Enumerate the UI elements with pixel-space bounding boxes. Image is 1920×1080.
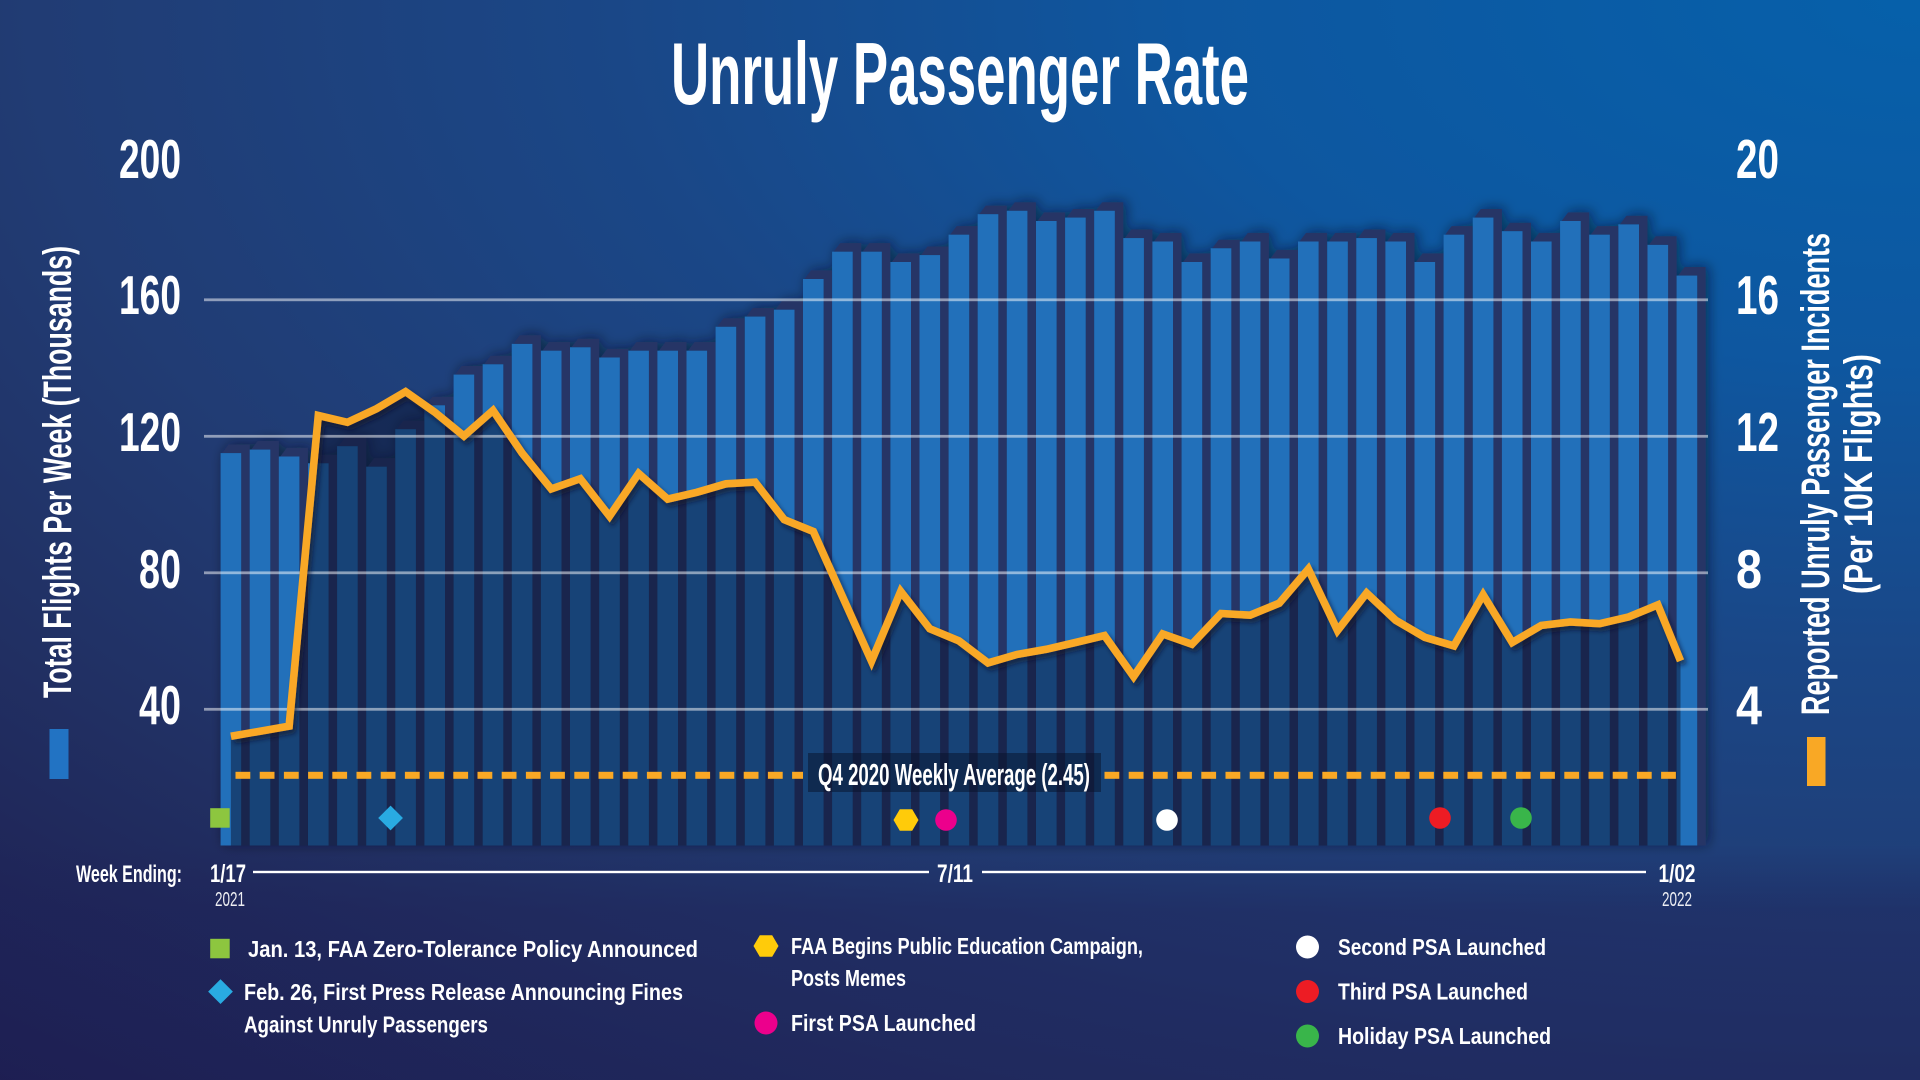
svg-text:Against Unruly Passengers: Against Unruly Passengers [244, 1012, 488, 1038]
svg-text:12: 12 [1736, 401, 1779, 463]
svg-text:1/02: 1/02 [1659, 860, 1696, 888]
svg-text:Holiday PSA Launched: Holiday PSA Launched [1338, 1023, 1551, 1049]
svg-text:Reported Unruly Passenger Inci: Reported Unruly Passenger Incidents [1794, 233, 1838, 715]
svg-text:Second PSA Launched: Second PSA Launched [1338, 934, 1546, 960]
svg-text:8: 8 [1736, 538, 1762, 600]
svg-text:Third PSA Launched: Third PSA Launched [1338, 979, 1528, 1005]
svg-text:Posts Memes: Posts Memes [791, 965, 906, 991]
svg-text:200: 200 [119, 128, 181, 190]
svg-text:Total Flights Per Week (Thousa: Total Flights Per Week (Thousands) [36, 246, 80, 698]
svg-text:FAA Begins Public Education Ca: FAA Begins Public Education Campaign, [791, 933, 1143, 959]
svg-text:4: 4 [1736, 674, 1762, 736]
svg-text:120: 120 [119, 401, 181, 463]
svg-text:40: 40 [139, 674, 181, 736]
svg-text:7/11: 7/11 [937, 860, 973, 888]
svg-text:1/17: 1/17 [210, 860, 246, 888]
svg-text:2022: 2022 [1662, 889, 1692, 911]
svg-text:Q4 2020 Weekly Average (2.45): Q4 2020 Weekly Average (2.45) [818, 757, 1090, 792]
svg-text:20: 20 [1736, 128, 1779, 190]
svg-text:Week Ending:: Week Ending: [76, 861, 182, 888]
svg-text:160: 160 [119, 264, 181, 326]
svg-text:80: 80 [139, 538, 181, 600]
svg-text:Unruly Passenger Rate: Unruly Passenger Rate [671, 24, 1249, 123]
svg-text:(Per 10K Flights): (Per 10K Flights) [1837, 354, 1881, 594]
svg-text:16: 16 [1736, 264, 1779, 326]
svg-text:Jan. 13, FAA Zero-Tolerance Po: Jan. 13, FAA Zero-Tolerance Policy Annou… [248, 936, 698, 962]
svg-text:First PSA Launched: First PSA Launched [791, 1010, 976, 1036]
svg-text:Feb. 26, First Press Release A: Feb. 26, First Press Release Announcing … [244, 979, 683, 1005]
svg-text:2021: 2021 [215, 889, 245, 911]
